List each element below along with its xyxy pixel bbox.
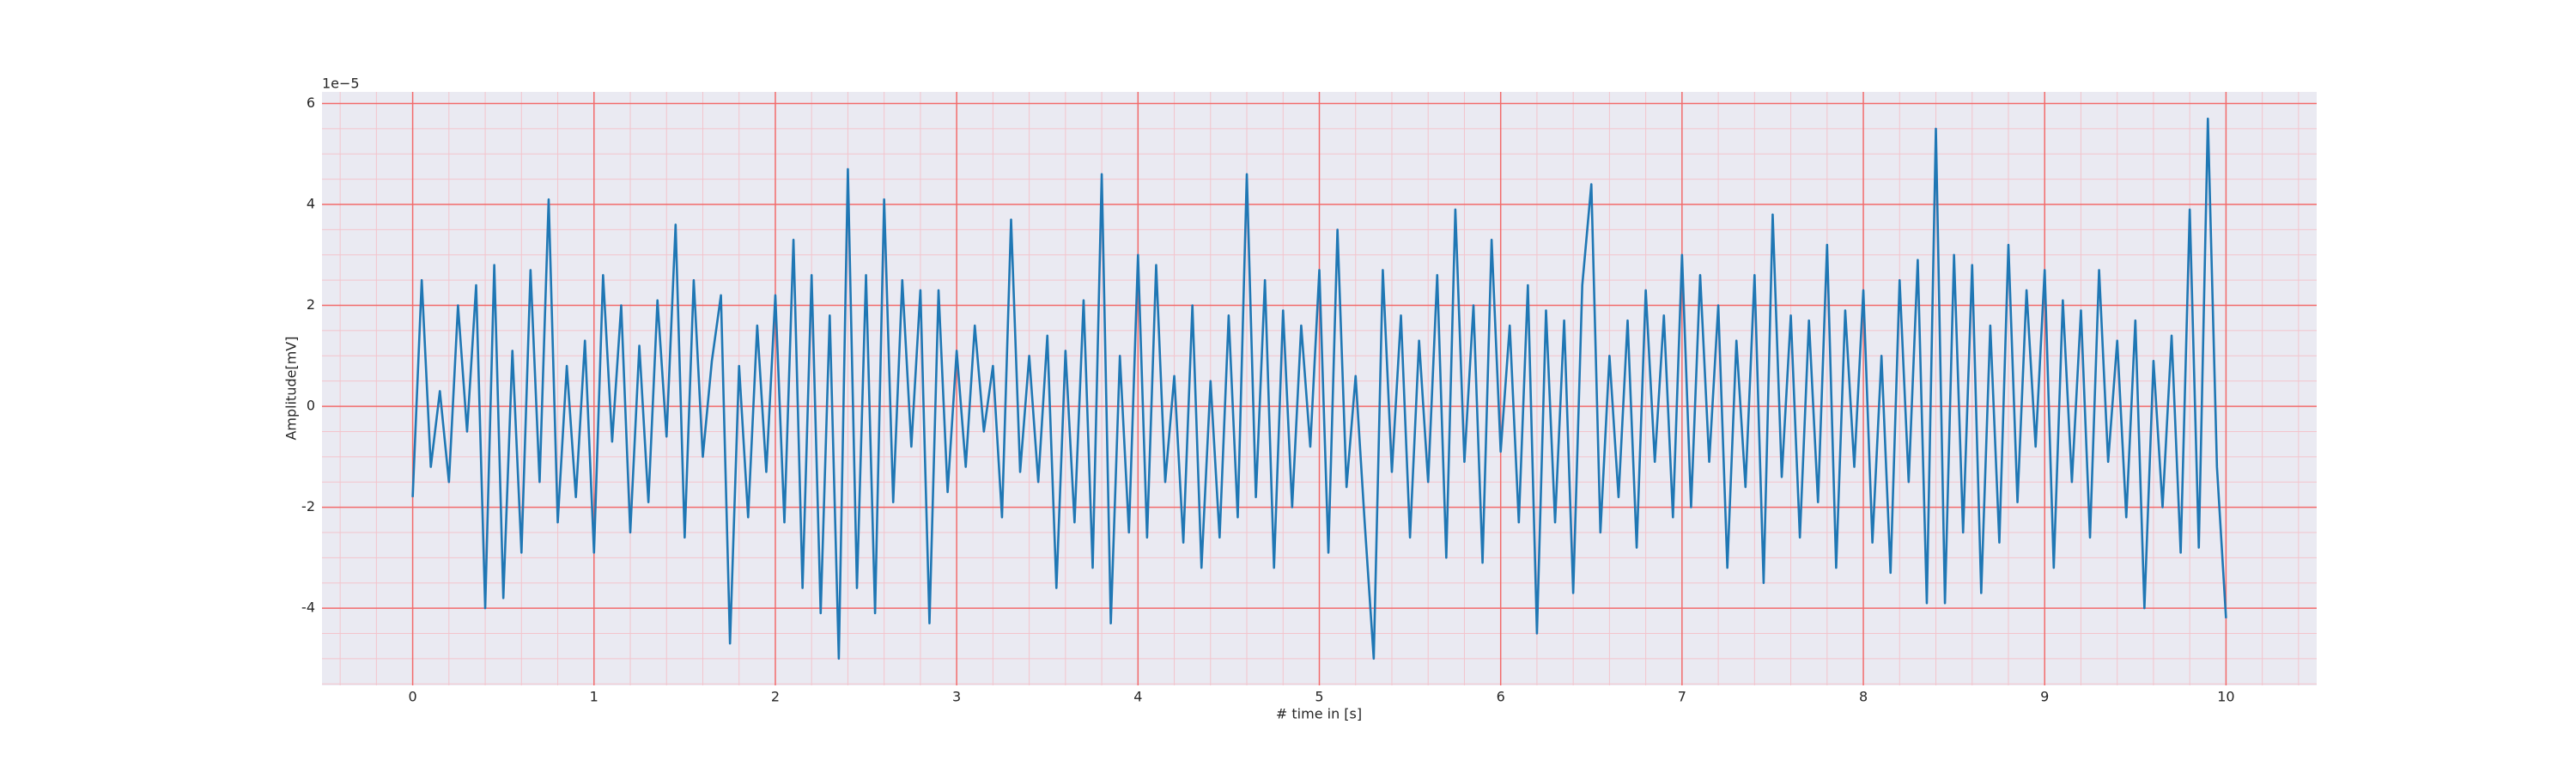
y-tick-label: -2 <box>301 498 315 514</box>
plot-area <box>411 117 2227 660</box>
x-tick-label: 0 <box>408 689 416 705</box>
y-axis-label: Amplitude[mV] <box>283 336 300 440</box>
y-tick-label: 6 <box>307 94 315 111</box>
x-tick-label: 1 <box>590 689 598 705</box>
x-tick-label: 9 <box>2040 689 2049 705</box>
x-tick-label: 6 <box>1497 689 1505 705</box>
x-tick-label: 3 <box>952 689 961 705</box>
y-tick-label: -4 <box>301 600 315 616</box>
x-axis-label: # time in [s] <box>1276 706 1362 722</box>
y-offset-label: 1e−5 <box>322 76 360 92</box>
y-tick-label: 4 <box>307 196 315 212</box>
x-tick-label: 10 <box>2217 689 2234 705</box>
x-tick-label: 5 <box>1315 689 1323 705</box>
y-tick-label: 0 <box>307 398 315 414</box>
labels: 1e−5 # time in [s] Amplitude[mV] 0 1 2 3 4 5 6… <box>283 76 2235 722</box>
x-tick-label: 2 <box>771 689 780 705</box>
x-tick-label: 4 <box>1133 689 1142 705</box>
signal-line <box>411 117 2227 660</box>
x-tick-label: 8 <box>1859 689 1868 705</box>
x-tick-label: 7 <box>1678 689 1686 705</box>
y-tick-label: 2 <box>307 296 315 313</box>
